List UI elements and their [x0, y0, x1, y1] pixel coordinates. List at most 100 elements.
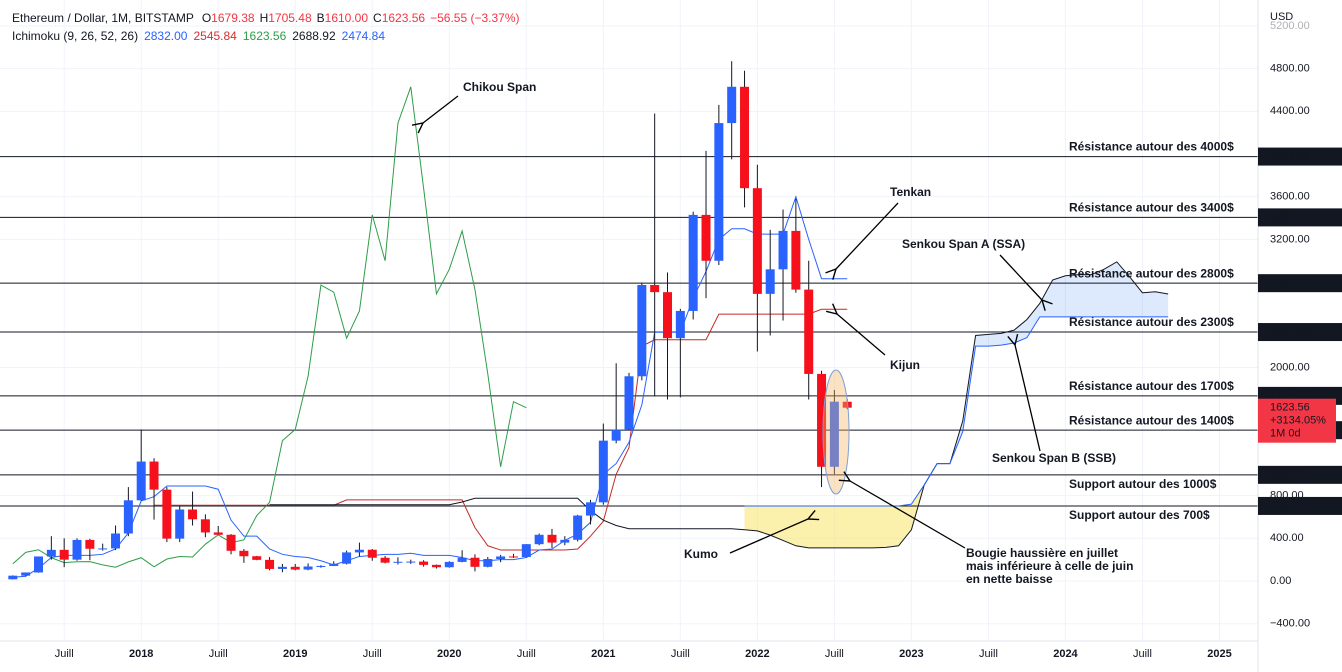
candle-body: [277, 566, 287, 569]
indicator-title: Ichimoku (9, 26, 52, 26): [12, 29, 138, 43]
x-tick-label: Juill: [55, 648, 74, 660]
candle-body: [701, 214, 711, 261]
ohlc-key: C: [373, 11, 382, 25]
candle-body: [290, 566, 300, 570]
candle-body: [393, 561, 403, 563]
candle-body: [675, 310, 685, 339]
candle-body: [316, 565, 326, 567]
level-tag: [1258, 274, 1342, 293]
annotation: Chikou Span: [463, 80, 536, 94]
last-price-countdown: 1M 0d: [1270, 428, 1301, 440]
cloud: [1078, 274, 1092, 317]
candle-body: [470, 557, 480, 567]
candle-body: [778, 230, 788, 270]
candle-body: [367, 549, 377, 558]
level-tag-label: 3406.49: [1270, 211, 1310, 223]
legend-line: Ethereum / Dollar, 1M, BITSTAMP O1679.38 H…: [12, 11, 520, 25]
symbol: Ethereum / Dollar, 1M, BITSTAMP: [12, 11, 194, 25]
cloud: [1052, 275, 1066, 317]
candle-body: [59, 549, 69, 560]
candle-body: [431, 564, 441, 568]
candle-body: [457, 557, 467, 562]
y-tick-label: −400.00: [1270, 618, 1310, 630]
cloud: [847, 505, 861, 548]
indicator-value: 1623.56: [243, 29, 287, 43]
last-price-label: 1623.56: [1270, 402, 1310, 414]
candle-body: [534, 534, 544, 545]
y-tick-label: 3200.00: [1270, 233, 1310, 245]
candle-body: [547, 534, 557, 543]
cloud: [783, 505, 796, 546]
level-label: Résistance autour des 1400$: [1069, 413, 1234, 427]
y-tick-label: 400.00: [1270, 532, 1304, 544]
candle-body: [585, 502, 595, 516]
level-tag-label: 2332.36: [1270, 326, 1310, 338]
cloud: [872, 505, 886, 548]
candle-body: [111, 533, 121, 549]
cloud: [885, 505, 899, 548]
candle-body: [688, 214, 698, 311]
annotation: Senkou Span B (SSB): [992, 451, 1116, 465]
x-tick-label: Juill: [363, 648, 382, 660]
candle-body: [765, 269, 775, 294]
change: −56.55 (−3.37%): [430, 11, 519, 25]
indicator-value: 2832.00: [144, 29, 188, 43]
y-tick-label: 4800.00: [1270, 63, 1310, 75]
candle-body: [46, 549, 56, 557]
candle-body: [342, 552, 352, 564]
cloud: [821, 505, 835, 548]
arrow: [729, 519, 808, 554]
indicator-lines: [12, 86, 1169, 578]
cloud: [1116, 261, 1130, 317]
candle-body: [136, 461, 146, 501]
candle-body: [213, 532, 223, 535]
last-price-change: +3134.05%: [1270, 415, 1326, 427]
cloud: [1142, 291, 1156, 317]
ohlc-key: H: [260, 11, 269, 25]
candle-body: [200, 519, 210, 533]
cloud: [1065, 274, 1079, 317]
candle-body: [226, 534, 236, 551]
callout-line: Bougie haussière en juillet: [966, 546, 1118, 560]
candle-body: [162, 489, 172, 539]
annotation: Kumo: [684, 547, 718, 561]
cloud: [860, 505, 873, 548]
x-tick-label: 2018: [129, 648, 153, 660]
x-tick-label: 2023: [899, 648, 923, 660]
x-tick-label: 2020: [437, 648, 461, 660]
ohlc-value: 1705.48: [268, 11, 312, 25]
candle-body: [175, 509, 185, 539]
level-label: Résistance autour des 3400$: [1069, 201, 1234, 215]
ohlc-value: 1679.38: [211, 11, 255, 25]
candle-body: [303, 566, 313, 570]
candle-body: [740, 86, 750, 189]
arrow: [999, 254, 1042, 300]
candle-body: [752, 188, 762, 294]
ohlc-key: B: [317, 11, 325, 25]
x-tick-label: 2019: [283, 648, 307, 660]
indicator-legend: Ichimoku (9, 26, 52, 26) 2832.00 2545.84 16…: [12, 29, 385, 43]
indicator-line: [154, 308, 848, 551]
candle-body: [252, 556, 262, 560]
cloud: [1155, 291, 1169, 317]
callout-line: mais inférieure à celle de juin: [966, 559, 1133, 573]
level-tag: [1258, 147, 1342, 166]
arrow: [850, 481, 966, 549]
cloud: [975, 334, 989, 347]
candle-body: [265, 559, 275, 569]
candle-body: [419, 561, 429, 565]
level-label: Résistance autour des 2300$: [1069, 315, 1234, 329]
x-tick-label: Juill: [1133, 648, 1152, 660]
y-tick-label: 5200.00: [1270, 20, 1310, 32]
level-tag-label: 3976.25: [1270, 150, 1310, 162]
ohlc-value: 1623.56: [382, 11, 426, 25]
candle-body: [406, 561, 416, 563]
candle-body: [444, 561, 454, 568]
arrow: [1015, 345, 1041, 452]
level-tag-label: 703.22: [1270, 500, 1304, 512]
level-tag-label: 994.57: [1270, 469, 1304, 481]
x-tick-label: Juill: [825, 648, 844, 660]
candle-body: [72, 539, 82, 560]
level-label: Support autour des 700$: [1069, 508, 1210, 522]
